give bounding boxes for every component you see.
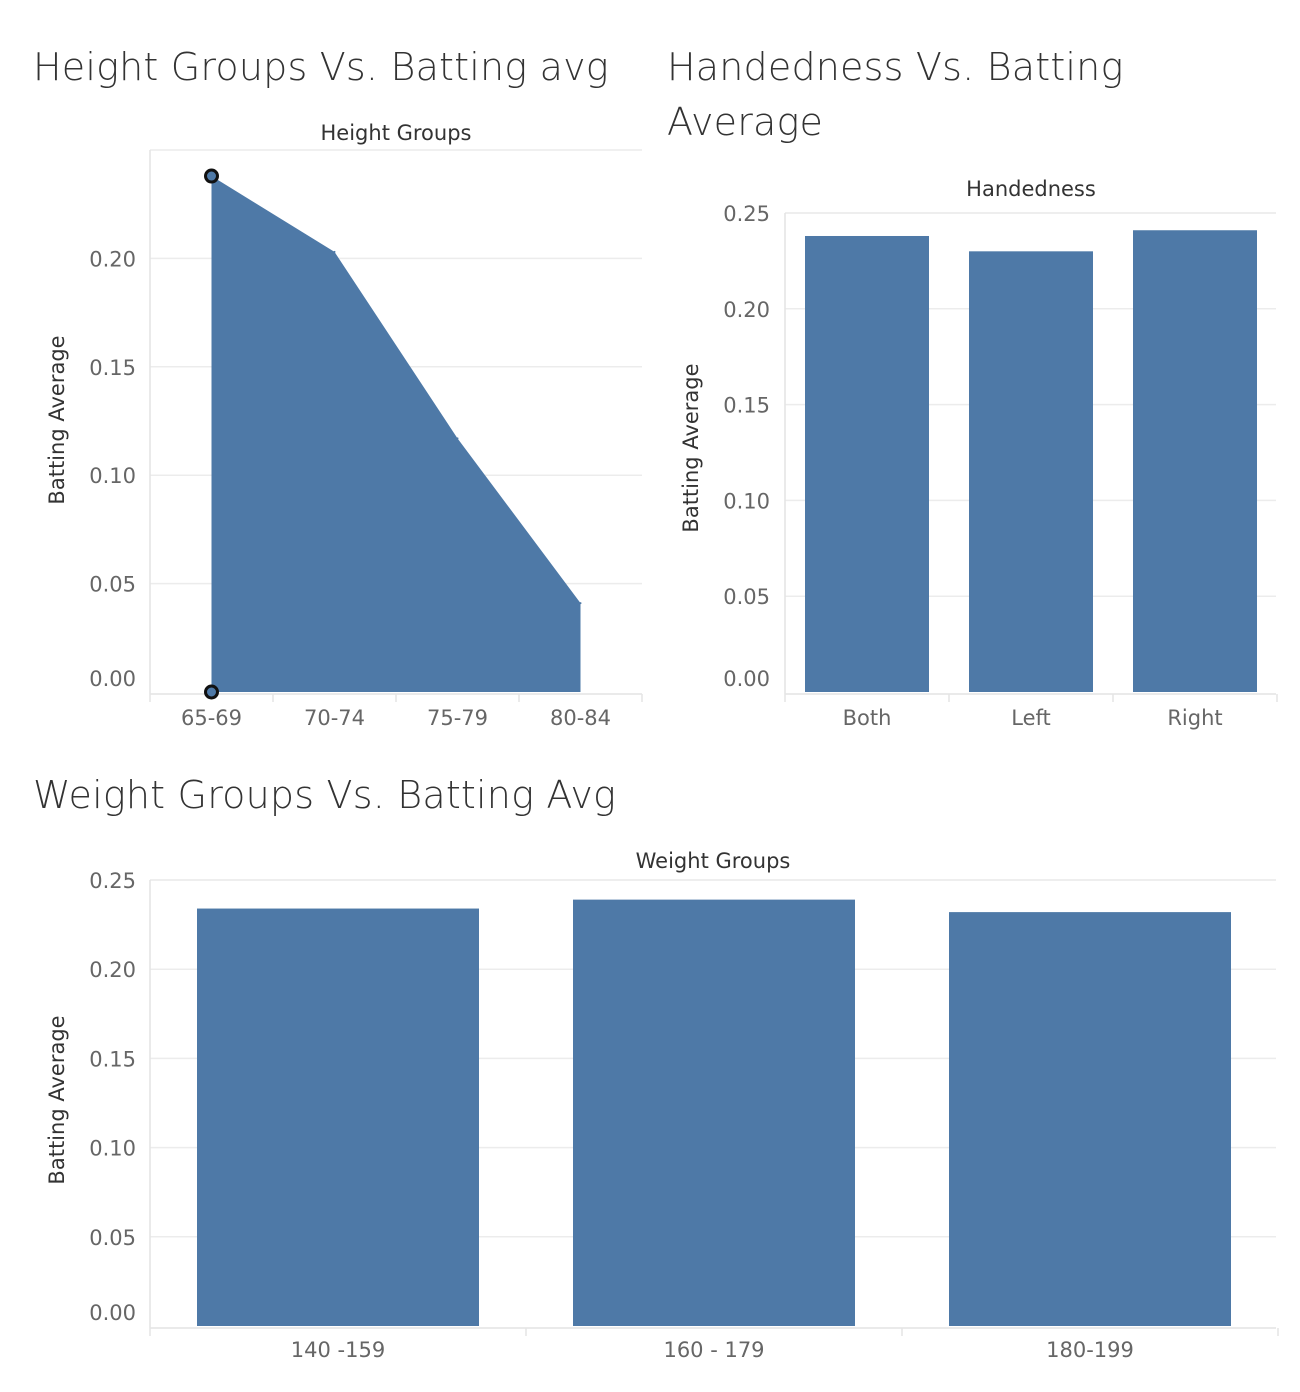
weight-y-tick-label: 0.20 <box>89 958 136 982</box>
handedness-bar-Both[interactable] <box>805 235 929 692</box>
weight-x-tick-label: 140 -159 <box>291 1338 385 1362</box>
weight-bar-160-179[interactable] <box>573 899 855 1326</box>
weight-bar-180-199[interactable] <box>949 912 1231 1326</box>
weight-y-tick-label: 0.25 <box>89 869 136 893</box>
height-selected-marker-top[interactable] <box>204 168 219 184</box>
height-area <box>211 176 581 693</box>
handedness-y-tick-label: 0.15 <box>723 394 770 418</box>
height-chart-title: Height Groups Vs. Batting avg <box>33 45 609 89</box>
weight-bar-140-159[interactable] <box>197 908 479 1326</box>
height-x-tick-label: 65-69 <box>181 706 242 730</box>
handedness-y-tick-label: 0.05 <box>723 585 770 609</box>
height-data-point-70-74 <box>333 250 336 253</box>
height-y-tick-label: 0.00 <box>89 667 136 691</box>
height-y-tick-label: 0.05 <box>89 573 136 597</box>
weight-header-label: Weight Groups <box>636 849 791 873</box>
height-header-label: Height Groups <box>321 121 472 145</box>
handedness-header-label: Handedness <box>966 177 1096 201</box>
height-data-point-80-84 <box>579 602 582 605</box>
handedness-x-tick-label: Left <box>1011 706 1051 730</box>
height-y-axis-title: Batting Average <box>45 335 69 504</box>
weight-y-tick-label: 0.10 <box>89 1137 136 1161</box>
height-x-tick-label: 80-84 <box>550 706 611 730</box>
weight-y-tick-label: 0.00 <box>89 1301 136 1325</box>
weight-y-axis-title: Batting Average <box>45 1015 69 1184</box>
weight-y-tick-label: 0.15 <box>89 1047 136 1071</box>
weight-x-tick-label: 180-199 <box>1046 1338 1134 1362</box>
height-y-tick-label: 0.15 <box>89 356 136 380</box>
handedness-y-tick-label: 0.25 <box>723 202 770 226</box>
height-x-tick-label: 70-74 <box>304 706 365 730</box>
height-data-point-75-79 <box>456 437 459 440</box>
handedness-y-tick-label: 0.10 <box>723 489 770 513</box>
height-y-tick-label: 0.20 <box>89 247 136 271</box>
handedness-y-tick-label: 0.00 <box>723 667 770 691</box>
handedness-bar-Left[interactable] <box>969 251 1093 692</box>
height-x-tick-label: 75-79 <box>427 706 488 730</box>
handedness-y-tick-label: 0.20 <box>723 298 770 322</box>
weight-chart-title: Weight Groups Vs. Batting Avg <box>33 773 617 817</box>
height-y-tick-label: 0.10 <box>89 464 136 488</box>
handedness-x-tick-label: Right <box>1167 706 1222 730</box>
height-selected-marker-baseline[interactable] <box>204 684 219 700</box>
handedness-x-tick-label: Both <box>843 706 892 730</box>
handedness-bar-Right[interactable] <box>1133 230 1257 692</box>
weight-y-tick-label: 0.05 <box>89 1226 136 1250</box>
handedness-chart-title: Handedness Vs. Batting Average <box>667 45 1124 145</box>
handedness-y-axis-title: Batting Average <box>679 363 703 532</box>
weight-x-tick-label: 160 - 179 <box>663 1338 764 1362</box>
